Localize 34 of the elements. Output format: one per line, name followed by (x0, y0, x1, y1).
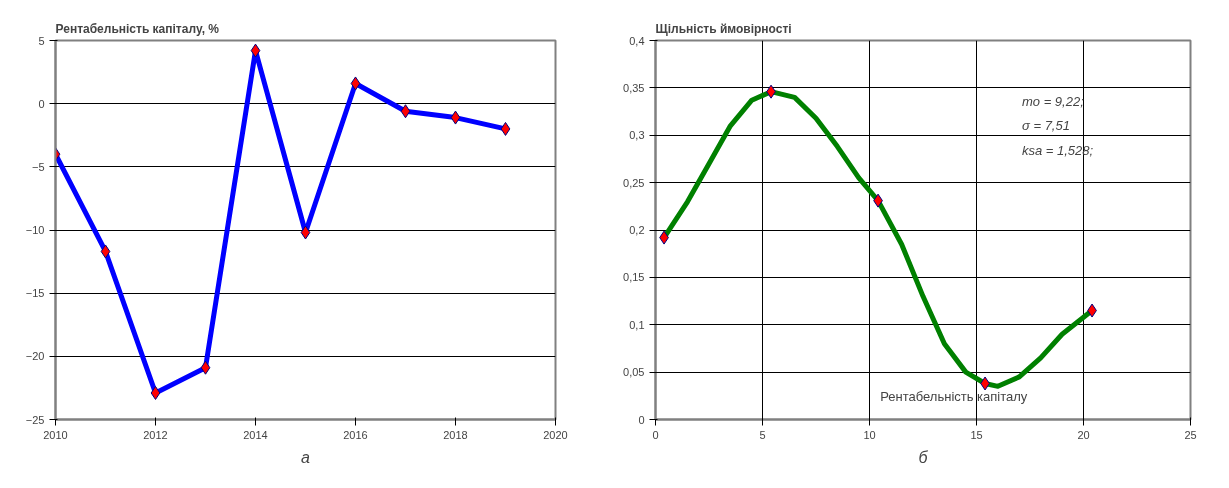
annotation: σ = 7,51 (1021, 118, 1070, 134)
y-tick-label: 0,15 (623, 271, 645, 284)
y-tick-label: −15 (25, 287, 45, 300)
y-tick-label: 0 (38, 97, 45, 110)
y-tick-label: 0,05 (623, 366, 645, 379)
x-tick-label: 15 (970, 428, 983, 441)
x-axis-title: Рентабельність капіталу (880, 389, 1028, 405)
x-tick-label: 5 (759, 428, 766, 441)
y-tick-label: 0,25 (623, 176, 645, 189)
x-tick-label: 2016 (343, 428, 368, 441)
chart-title: Рентабельність капіталу, % (55, 21, 220, 36)
y-tick-label: −20 (25, 350, 45, 363)
x-tick-label: 10 (863, 428, 876, 441)
y-tick-label: −10 (25, 224, 45, 236)
x-tick-label: 2018 (443, 428, 468, 441)
x-tick-label: 2014 (243, 428, 268, 441)
y-tick-label: 0,35 (623, 81, 645, 94)
text: а (301, 448, 311, 466)
x-tick-label: 20 (1077, 428, 1090, 441)
text: б (918, 448, 929, 466)
x-tick-label: 2010 (43, 428, 68, 441)
x-tick-label: 2012 (143, 428, 168, 441)
y-tick-label: 0,1 (629, 318, 645, 331)
x-tick-label: 2020 (543, 428, 568, 441)
y-tick-label: 0,2 (629, 224, 645, 236)
y-tick-label: 0 (638, 413, 645, 426)
y-tick-label: −25 (25, 413, 45, 426)
y-tick-label: 0,3 (629, 129, 645, 142)
x-tick-label: 0 (652, 428, 659, 441)
y-tick-label: 0,4 (629, 34, 645, 47)
chart-title: Щільність ймовірності (655, 21, 792, 36)
y-tick-label: −5 (31, 160, 45, 173)
y-tick-label: 5 (38, 34, 45, 47)
x-tick-label: 25 (1184, 428, 1197, 441)
